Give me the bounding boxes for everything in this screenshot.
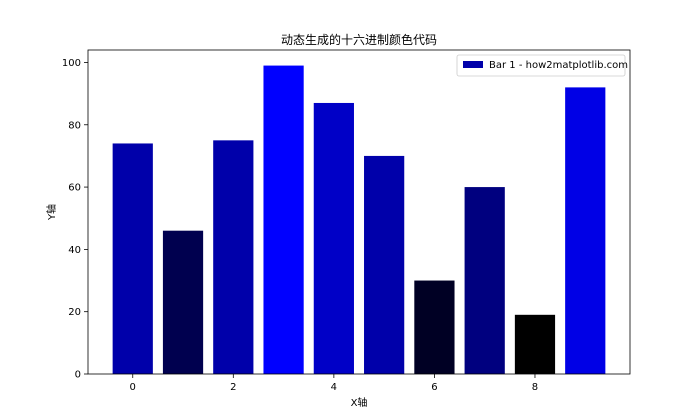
x-tick-label: 8 <box>532 382 538 393</box>
bar-3 <box>263 65 304 375</box>
x-axis-label: X轴 <box>351 396 368 409</box>
axes-frame <box>87 49 631 375</box>
x-tick-label: 0 <box>130 382 136 393</box>
chart-title: 动态生成的十六进制颜色代码 <box>281 32 437 47</box>
bar-4 <box>313 102 354 374</box>
bar-1 <box>162 230 204 374</box>
bar-9 <box>565 87 606 374</box>
bar-2 <box>213 140 254 374</box>
y-tick-label: 40 <box>68 245 81 256</box>
bar-6 <box>414 280 455 374</box>
x-tick-label: 2 <box>230 382 236 393</box>
bar-7 <box>464 187 505 374</box>
bar-5 <box>364 155 405 374</box>
bar-0 <box>112 143 153 374</box>
x-tick-label: 4 <box>331 382 337 393</box>
legend-box <box>456 54 626 77</box>
legend-swatch <box>463 61 483 68</box>
y-tick-label: 0 <box>75 370 81 381</box>
y-axis-label: Y轴 <box>45 204 58 221</box>
bar-8 <box>514 314 556 374</box>
x-axis-ticks: 0 2 4 6 8 <box>130 374 538 393</box>
legend: Bar 1 - how2matplotlib.com <box>456 54 628 77</box>
y-tick-label: 20 <box>68 307 81 318</box>
y-tick-label: 80 <box>68 120 81 131</box>
y-tick-label: 60 <box>68 183 81 194</box>
y-tick-label: 100 <box>62 58 81 69</box>
legend-label: Bar 1 - how2matplotlib.com <box>489 60 628 71</box>
bars-group <box>112 65 606 375</box>
x-tick-label: 6 <box>431 382 437 393</box>
y-axis-ticks: 0 20 40 60 80 100 <box>62 58 88 381</box>
